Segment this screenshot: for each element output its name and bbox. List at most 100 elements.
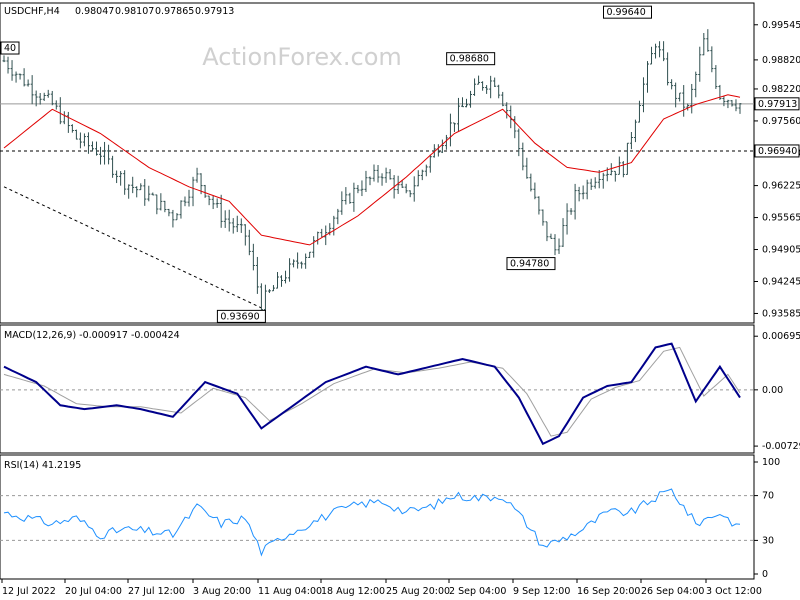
macd-y-axis: 0.006954 0.00 -0.007294 xyxy=(0,331,800,452)
ohlc-bar xyxy=(364,170,368,193)
ohlc-bar xyxy=(10,60,14,81)
ohlc-bar xyxy=(577,186,581,202)
ohlc-bar xyxy=(525,157,529,179)
high-value: 0.98107 xyxy=(115,6,154,17)
ohlc-bar xyxy=(227,209,231,232)
ohlc-bar xyxy=(179,200,183,219)
ohlc-bar xyxy=(714,65,718,89)
price-tick-label: 0.94245 xyxy=(762,276,800,287)
ohlc-bar xyxy=(710,46,714,73)
ohlc-bar xyxy=(348,192,352,204)
price-annotation: 0.94780 xyxy=(506,257,556,271)
ohlc-bar xyxy=(155,194,159,215)
ohlc-bar xyxy=(380,173,384,186)
ohlc-bar xyxy=(131,176,135,194)
ohlc-bar xyxy=(420,169,424,181)
ohlc-bar xyxy=(356,184,360,194)
ohlc-bar xyxy=(388,169,392,180)
ohlc-bar xyxy=(115,170,119,184)
price-tick-label: 0.96225 xyxy=(762,181,800,192)
ohlc-bar xyxy=(107,144,111,165)
price-tick-label: 0.93585 xyxy=(762,308,800,319)
x-tick-label: 18 Aug 12:00 xyxy=(321,586,385,597)
ohlc-bar xyxy=(78,132,82,149)
ohlc-bar xyxy=(243,224,247,246)
ohlc-bar xyxy=(183,196,187,207)
ohlc-bar xyxy=(66,111,70,133)
ohlc-bar xyxy=(320,228,324,238)
ohlc-bar xyxy=(521,142,525,171)
ohlc-bar xyxy=(456,97,460,132)
rsi-title: RSI(14) 41.2195 xyxy=(4,460,81,471)
ohlc-bar xyxy=(545,221,549,242)
rsi-y-axis: 100 70 30 0 xyxy=(0,457,780,580)
rsi-tick-label: 0 xyxy=(762,569,768,580)
ohlc-bar xyxy=(493,77,497,87)
price-tick-label: 0.97560 xyxy=(762,116,800,127)
ohlc-bar xyxy=(573,183,577,220)
price-panel xyxy=(0,2,755,324)
x-tick-label: 12 Jul 2022 xyxy=(2,586,56,597)
ohlc-bar xyxy=(284,270,288,284)
ohlc-bar xyxy=(662,41,666,62)
x-axis: 12 Jul 2022 20 Jul 04:00 27 Jul 12:00 3 Aug… xyxy=(1,579,762,597)
ohlc-bar xyxy=(601,172,605,189)
svg-text:0.94780: 0.94780 xyxy=(510,259,549,270)
ohlc-bar xyxy=(360,180,364,197)
ohlc-bar xyxy=(143,179,147,206)
ohlc-bar xyxy=(469,90,473,108)
ohlc-bar xyxy=(215,198,219,208)
macd-tick-label: 0.006954 xyxy=(762,331,800,342)
ohlc-bar xyxy=(650,46,654,65)
ohlc-bar xyxy=(191,176,195,207)
ohlc-bar xyxy=(159,193,163,211)
price-annotations: 40 0.93690 0.98680 0.94780 0.99640 xyxy=(0,5,652,323)
ohlc-bar xyxy=(465,98,469,108)
ohlc-bar xyxy=(682,85,686,117)
symbol-label: USDCHF,H4 xyxy=(4,6,60,17)
ohlc-bar xyxy=(690,83,694,114)
rsi-line xyxy=(3,488,741,557)
price-tick-label: 0.94905 xyxy=(762,245,800,256)
ohlc-bar xyxy=(251,243,255,271)
ohlc-bar xyxy=(280,275,284,287)
x-tick-label: 20 Jul 04:00 xyxy=(65,586,122,597)
ohlc-bar xyxy=(613,170,617,182)
ohlc-bar xyxy=(645,61,649,93)
x-tick-label: 26 Sep 04:00 xyxy=(641,586,704,597)
ohlc-bar xyxy=(296,252,300,269)
ohlc-bar xyxy=(549,233,553,239)
ohlc-bar xyxy=(135,186,139,198)
ohlc-bar xyxy=(18,73,22,80)
ohlc-bar xyxy=(203,184,207,198)
x-tick-label: 11 Aug 04:00 xyxy=(258,586,322,597)
ohlc-bar xyxy=(247,229,251,256)
ohlc-bar xyxy=(513,116,517,139)
ohlc-bar xyxy=(400,180,404,188)
ohlc-bar xyxy=(255,256,259,294)
ohlc-bar xyxy=(372,164,376,182)
ohlc-bar xyxy=(408,190,412,198)
ohlc-bar xyxy=(54,100,58,110)
ohlc-bar xyxy=(368,176,372,186)
current-price-box xyxy=(754,97,800,111)
x-tick-label: 3 Oct 12:00 xyxy=(706,586,762,597)
svg-text:0.98680: 0.98680 xyxy=(450,54,489,65)
ohlc-bar xyxy=(316,231,320,245)
ohlc-bar xyxy=(424,164,428,177)
ohlc-bar xyxy=(497,84,501,99)
ohlc-bar xyxy=(235,215,239,233)
support-level-box xyxy=(754,144,800,158)
macd-tick-label: 0.00 xyxy=(762,385,783,396)
ohlc-bar xyxy=(581,185,585,200)
ohlc-bar xyxy=(617,156,621,175)
ohlc-bar xyxy=(674,82,678,108)
ohlc-bar xyxy=(460,97,464,108)
ohlc-bar xyxy=(738,103,742,114)
ohlc-bar xyxy=(557,238,561,254)
ohlc-bar xyxy=(70,124,74,133)
x-tick-label: 27 Jul 12:00 xyxy=(128,586,185,597)
ma-line xyxy=(3,94,741,246)
price-guides: 0.96940 0.97913 xyxy=(0,97,800,309)
